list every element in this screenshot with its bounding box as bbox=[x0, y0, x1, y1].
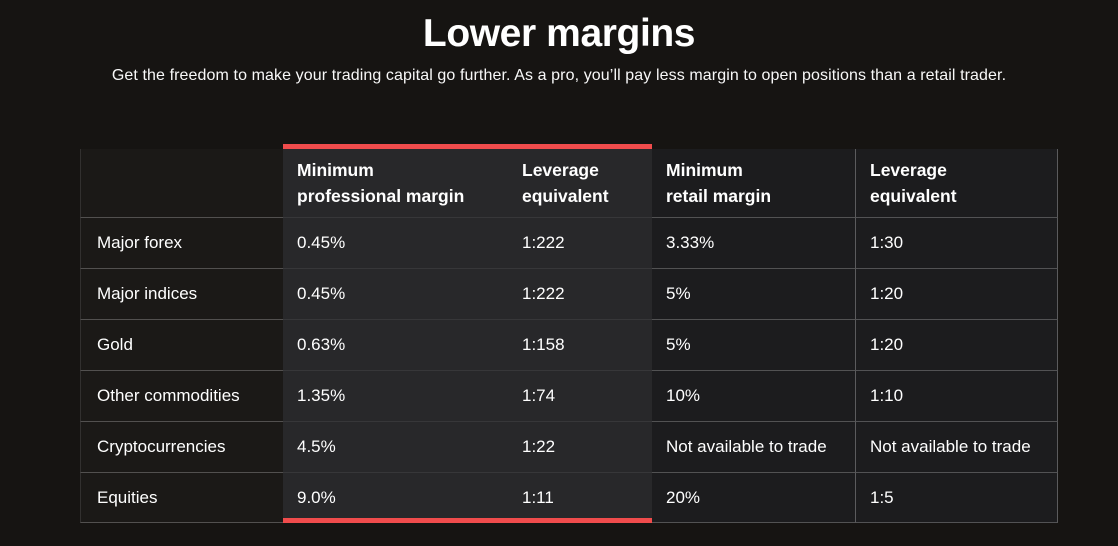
header-line: professional margin bbox=[297, 186, 465, 206]
pro-columns-bottom-accent-bar bbox=[283, 518, 652, 523]
header-line: retail margin bbox=[666, 186, 772, 206]
row-label: Other commodities bbox=[80, 371, 283, 422]
cell-pro-leverage: 1:11 bbox=[508, 473, 652, 523]
header-retail-leverage: Leverage equivalent bbox=[855, 149, 1058, 218]
header-line: Minimum bbox=[297, 160, 374, 180]
cell-retail-margin: 20% bbox=[652, 473, 855, 523]
header-line: equivalent bbox=[522, 186, 609, 206]
cell-retail-leverage: Not available to trade bbox=[855, 422, 1058, 473]
cell-pro-margin: 0.45% bbox=[283, 218, 508, 269]
cell-retail-margin: Not available to trade bbox=[652, 422, 855, 473]
cell-retail-leverage: 1:5 bbox=[855, 473, 1058, 523]
header-line: equivalent bbox=[870, 186, 957, 206]
header-line: Leverage bbox=[522, 160, 599, 180]
header-line: Leverage bbox=[870, 160, 947, 180]
cell-retail-margin: 3.33% bbox=[652, 218, 855, 269]
cell-pro-margin: 9.0% bbox=[283, 473, 508, 523]
header-category bbox=[80, 149, 283, 218]
header-retail-margin: Minimum retail margin bbox=[652, 149, 855, 218]
cell-pro-margin: 1.35% bbox=[283, 371, 508, 422]
cell-retail-leverage: 1:20 bbox=[855, 320, 1058, 371]
row-label: Major forex bbox=[80, 218, 283, 269]
cell-pro-leverage: 1:74 bbox=[508, 371, 652, 422]
margins-comparison-table: Minimum professional margin Leverage equ… bbox=[80, 144, 1058, 523]
cell-retail-leverage: 1:10 bbox=[855, 371, 1058, 422]
cell-retail-leverage: 1:30 bbox=[855, 218, 1058, 269]
row-label: Major indices bbox=[80, 269, 283, 320]
row-label: Cryptocurrencies bbox=[80, 422, 283, 473]
section-title: Lower margins bbox=[422, 12, 696, 55]
lower-margins-section: Lower margins Get the freedom to make yo… bbox=[0, 0, 1118, 523]
header-professional-leverage: Leverage equivalent bbox=[508, 149, 652, 218]
cell-pro-margin: 0.45% bbox=[283, 269, 508, 320]
cell-pro-margin: 4.5% bbox=[283, 422, 508, 473]
header-professional-margin: Minimum professional margin bbox=[283, 149, 508, 218]
cell-retail-leverage: 1:20 bbox=[855, 269, 1058, 320]
cell-retail-margin: 5% bbox=[652, 269, 855, 320]
row-label: Equities bbox=[80, 473, 283, 523]
cell-retail-margin: 10% bbox=[652, 371, 855, 422]
cell-pro-leverage: 1:222 bbox=[508, 218, 652, 269]
cell-pro-margin: 0.63% bbox=[283, 320, 508, 371]
cell-retail-margin: 5% bbox=[652, 320, 855, 371]
row-label: Gold bbox=[80, 320, 283, 371]
pro-columns-top-accent-bar bbox=[283, 144, 652, 149]
cell-pro-leverage: 1:222 bbox=[508, 269, 652, 320]
section-subtitle: Get the freedom to make your trading cap… bbox=[111, 67, 1007, 84]
cell-pro-leverage: 1:22 bbox=[508, 422, 652, 473]
header-line: Minimum bbox=[666, 160, 743, 180]
cell-pro-leverage: 1:158 bbox=[508, 320, 652, 371]
